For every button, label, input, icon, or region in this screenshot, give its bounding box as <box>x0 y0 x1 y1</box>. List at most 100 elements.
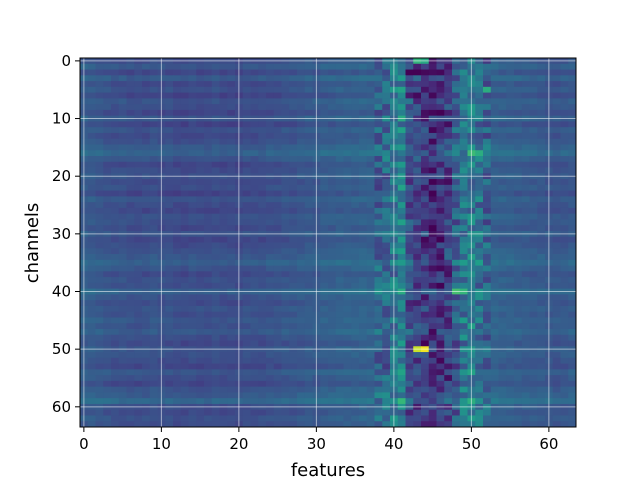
heatmap-cell <box>242 363 251 370</box>
heatmap-cell <box>204 357 213 364</box>
heatmap-cell <box>266 202 275 209</box>
heatmap-cell <box>514 363 523 370</box>
heatmap-cell <box>173 311 182 318</box>
heatmap-cell <box>173 398 182 405</box>
heatmap-cell <box>537 127 546 134</box>
heatmap-cell <box>413 179 422 186</box>
heatmap-cell <box>273 144 282 151</box>
heatmap-cell <box>421 259 430 266</box>
heatmap-cell <box>366 265 375 272</box>
heatmap-cell <box>413 219 422 226</box>
heatmap-cell <box>475 398 484 405</box>
heatmap-cell <box>289 184 298 192</box>
heatmap-cell <box>173 248 182 255</box>
heatmap-cell <box>165 75 174 82</box>
heatmap-cell <box>304 69 313 76</box>
heatmap-cell <box>436 242 445 249</box>
heatmap-cell <box>490 259 499 266</box>
heatmap-cell <box>204 161 213 168</box>
heatmap-cell <box>452 184 461 192</box>
heatmap-cell <box>219 127 228 134</box>
heatmap-cell <box>173 121 182 128</box>
heatmap-cell <box>297 184 306 192</box>
heatmap-cell <box>483 236 492 243</box>
heatmap-cell <box>413 207 422 215</box>
heatmap-cell <box>180 380 189 388</box>
heatmap-cell <box>343 127 352 134</box>
heatmap-cell <box>188 69 197 76</box>
heatmap-cell <box>444 328 453 336</box>
heatmap-cell <box>134 63 143 70</box>
heatmap-cell <box>118 196 127 203</box>
heatmap-cell <box>227 294 236 301</box>
heatmap-cell <box>359 127 368 134</box>
heatmap-cell <box>87 392 96 399</box>
heatmap-cell <box>103 86 112 93</box>
heatmap-cell <box>421 340 430 347</box>
heatmap-cell <box>382 104 391 111</box>
heatmap-cell <box>529 98 538 105</box>
heatmap-cell <box>126 323 135 330</box>
heatmap-cell <box>483 196 492 203</box>
heatmap-cell <box>475 196 484 203</box>
heatmap-cell <box>475 277 484 284</box>
heatmap-cell <box>359 380 368 388</box>
heatmap-cell <box>483 225 492 232</box>
heatmap-cell <box>266 127 275 134</box>
heatmap-cell <box>459 334 468 341</box>
heatmap-cell <box>273 121 282 128</box>
heatmap-cell <box>436 104 445 111</box>
heatmap-cell <box>149 156 158 163</box>
heatmap-cell <box>126 340 135 347</box>
heatmap-cell <box>521 254 530 261</box>
heatmap-cell <box>552 392 561 399</box>
heatmap-cell <box>490 294 499 301</box>
heatmap-cell <box>405 254 414 261</box>
heatmap-cell <box>475 317 484 324</box>
heatmap-cell <box>498 375 507 382</box>
heatmap-cell <box>452 98 461 105</box>
heatmap-cell <box>142 213 151 220</box>
heatmap-cell <box>428 225 437 232</box>
heatmap-cell <box>452 271 461 278</box>
heatmap-cell <box>87 323 96 330</box>
heatmap-cell <box>211 317 220 324</box>
heatmap-cell <box>537 213 546 220</box>
heatmap-cell <box>560 109 569 117</box>
heatmap-cell <box>219 86 228 93</box>
heatmap-cell <box>289 311 298 318</box>
heatmap-cell <box>111 127 120 134</box>
heatmap-cell <box>87 421 96 428</box>
heatmap-cell <box>328 81 337 88</box>
heatmap-cell <box>320 92 329 99</box>
heatmap-cell <box>475 236 484 243</box>
heatmap-cell <box>188 265 197 272</box>
heatmap-cell <box>366 398 375 405</box>
heatmap-cell <box>266 92 275 99</box>
heatmap-cell <box>165 132 174 140</box>
heatmap-cell <box>490 375 499 382</box>
heatmap-cell <box>552 81 561 88</box>
heatmap-cell <box>320 213 329 220</box>
heatmap-cell <box>111 132 120 140</box>
heatmap-cell <box>219 317 228 324</box>
heatmap-cell <box>382 86 391 93</box>
heatmap-cell <box>126 334 135 341</box>
heatmap-cell <box>111 167 120 174</box>
heatmap-cell <box>126 213 135 220</box>
heatmap-cell <box>250 375 259 382</box>
heatmap-cell <box>366 69 375 76</box>
heatmap-cell <box>359 69 368 76</box>
heatmap-cell <box>304 75 313 82</box>
heatmap-cell <box>297 265 306 272</box>
heatmap-cell <box>374 86 383 93</box>
heatmap-cell <box>95 242 104 249</box>
heatmap-cell <box>529 375 538 382</box>
heatmap-cell <box>95 75 104 82</box>
heatmap-cell <box>351 323 360 330</box>
heatmap-cell <box>382 242 391 249</box>
heatmap-cell <box>111 150 120 157</box>
heatmap-cell <box>359 317 368 324</box>
heatmap-cell <box>227 415 236 422</box>
heatmap-cell <box>552 167 561 174</box>
